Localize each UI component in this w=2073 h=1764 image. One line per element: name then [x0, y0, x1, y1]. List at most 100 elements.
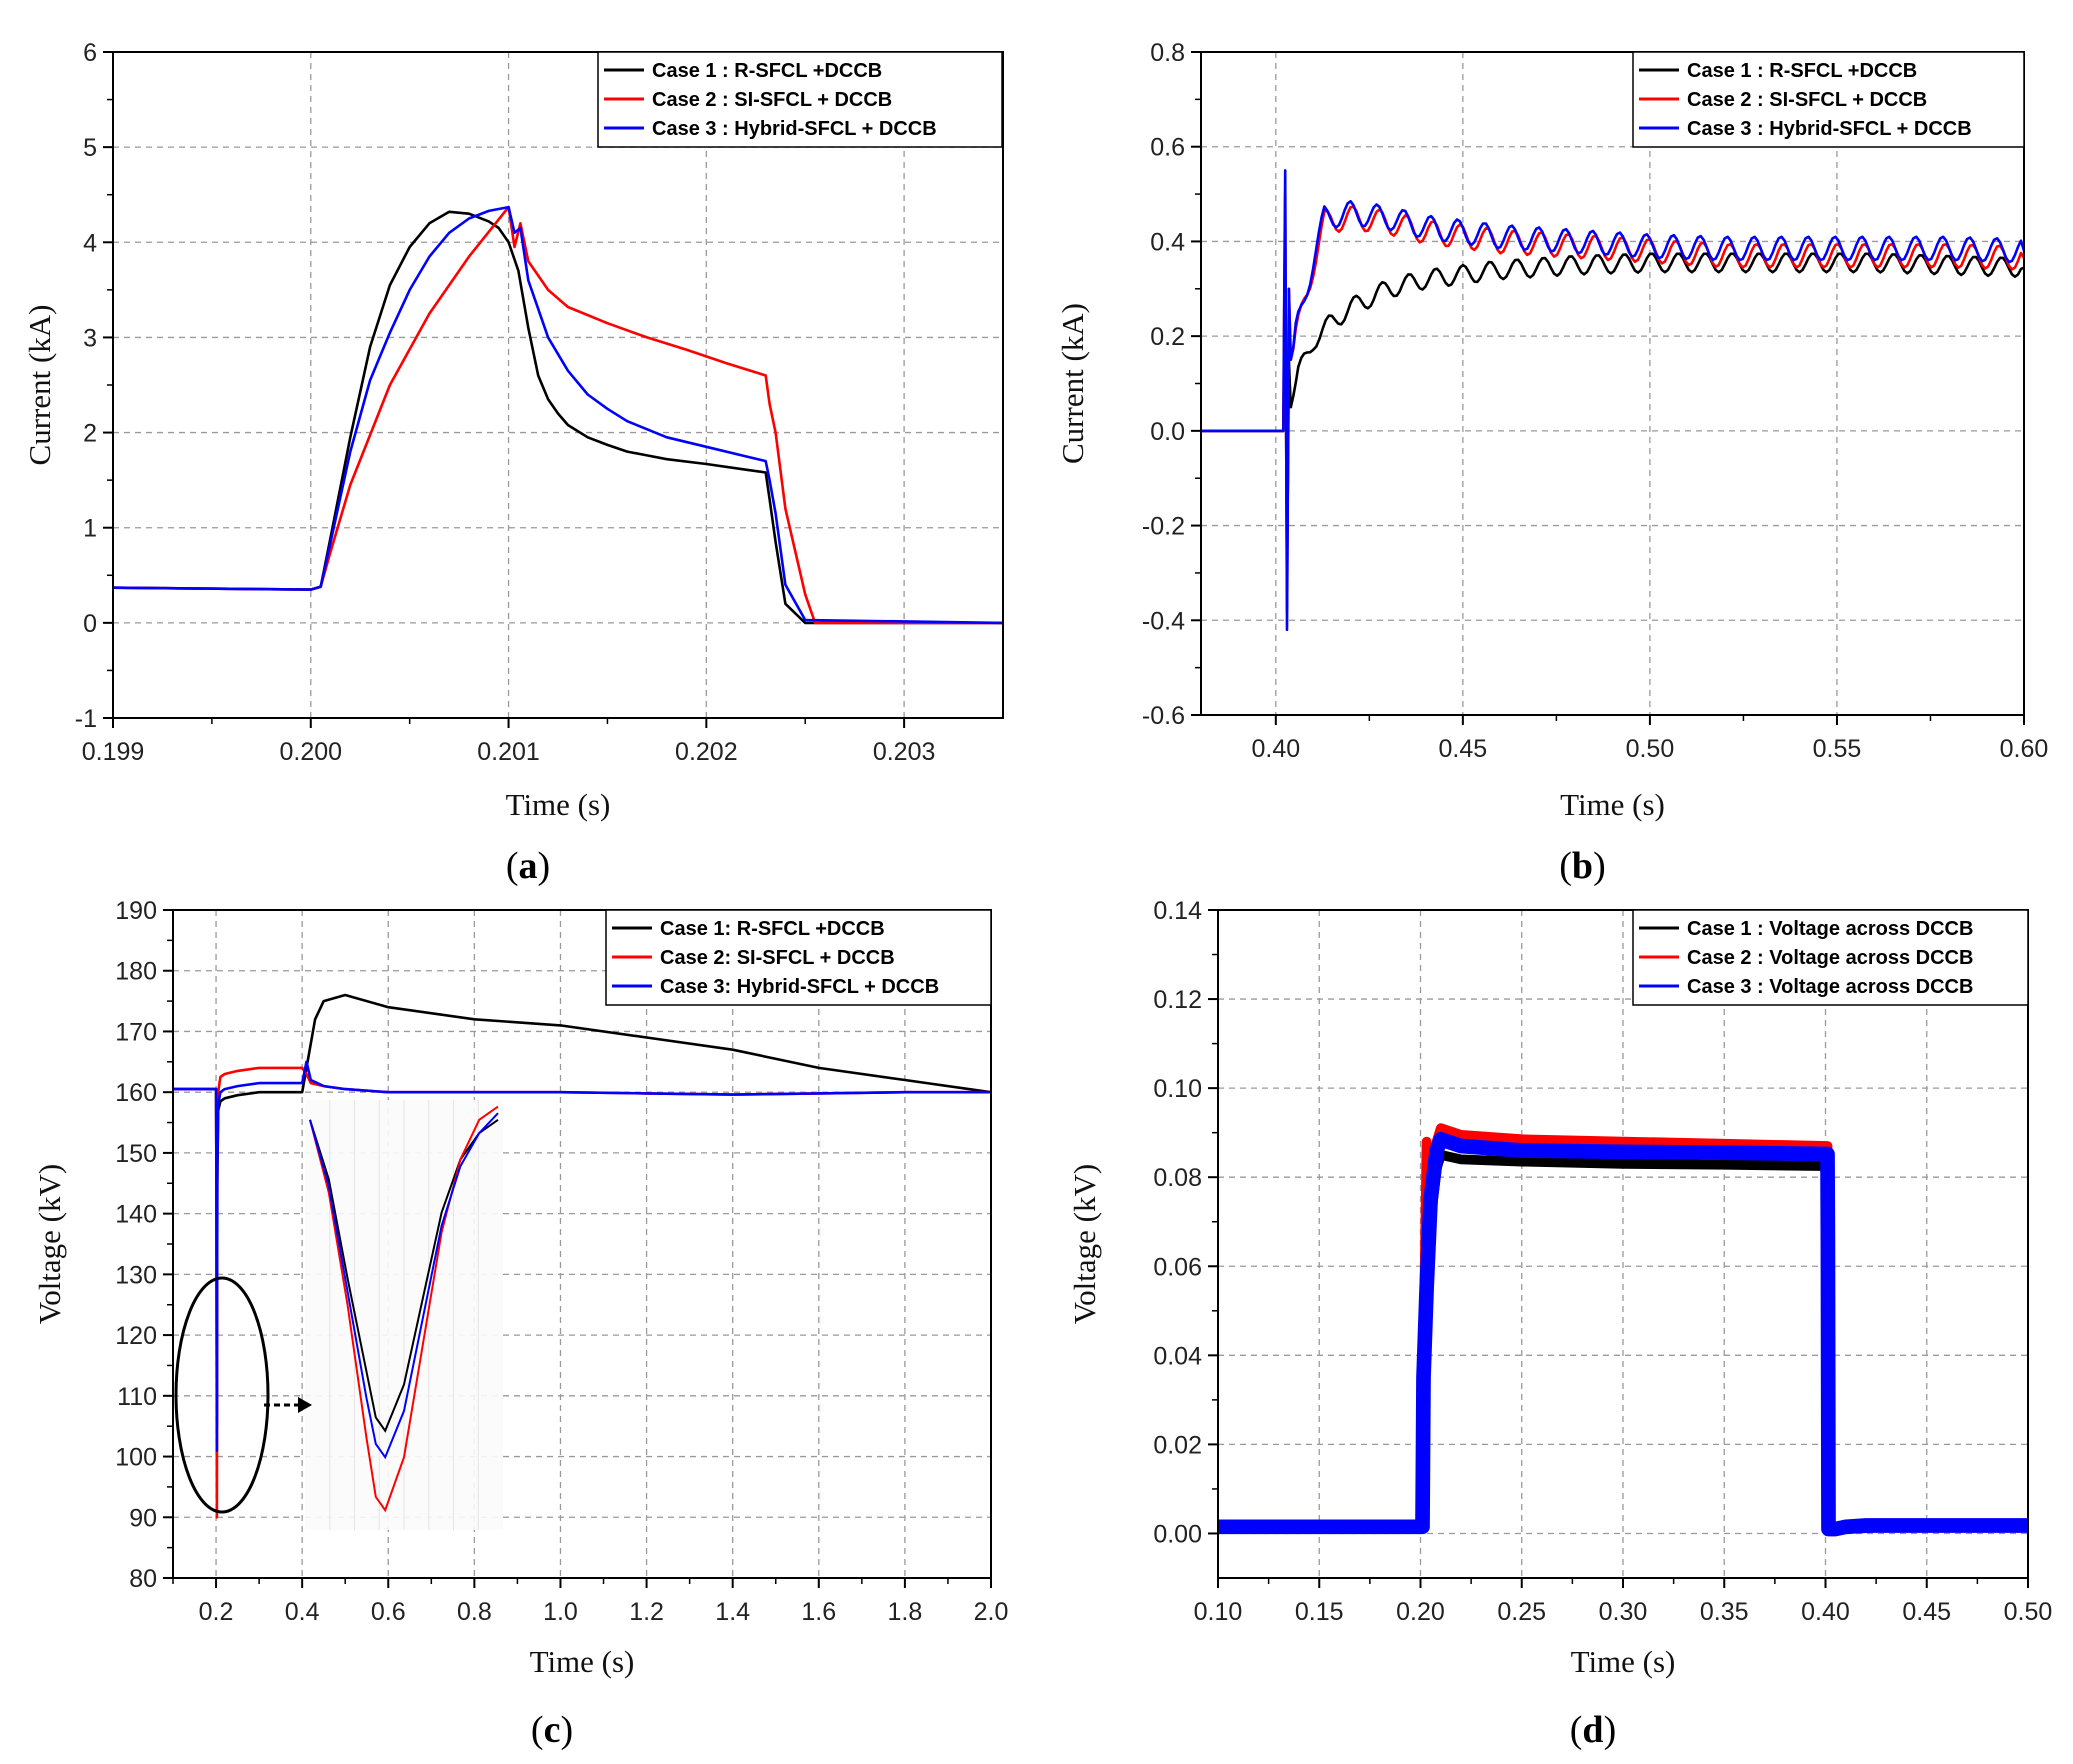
legend-label: Case 2 : SI-SFCL + DCCB: [1687, 89, 1927, 111]
x-axis-title: Time (s): [1571, 1644, 1676, 1679]
legend-label: Case 3: Hybrid-SFCL + DCCB: [660, 976, 939, 998]
y-tick-label: -0.4: [1142, 607, 1185, 635]
zoom-ellipse: [174, 1276, 270, 1514]
y-tick-label: 0.6: [1150, 134, 1185, 162]
x-tick-label: 0.2: [199, 1598, 234, 1626]
x-tick-label: 1.6: [801, 1598, 836, 1626]
y-tick-label: 100: [115, 1444, 157, 1472]
y-tick-label: 4: [83, 229, 97, 257]
series-group: [1218, 1123, 2028, 1537]
panel-caption-letter: c: [544, 1709, 561, 1751]
x-tick-label: 0.202: [675, 738, 738, 766]
y-tick-label: 90: [129, 1504, 157, 1532]
y-tick-label: 0.8: [1150, 39, 1185, 67]
panel-caption-letter: d: [1582, 1709, 1603, 1751]
legend-label: Case 2 : Voltage across DCCB: [1687, 947, 1973, 969]
inset-series-line-2: [309, 1105, 499, 1513]
legend-label: Case 3 : Hybrid-SFCL + DCCB: [1687, 118, 1972, 140]
x-tick-label: 1.8: [888, 1598, 923, 1626]
x-tick-label: 0.203: [873, 738, 936, 766]
legend-box: [1632, 909, 2029, 1006]
y-axis-title: Voltage (kV): [32, 1164, 67, 1324]
y-tick-label: 0.04: [1153, 1342, 1202, 1370]
x-tick-label: 0.199: [82, 738, 145, 766]
x-tick-label: 0.40: [1801, 1598, 1850, 1626]
legend: Case 1 : Voltage across DCCB Case 2 : Vol…: [1632, 909, 2029, 1006]
y-tick-label: 120: [115, 1322, 157, 1350]
legend-label: Case 1 : Voltage across DCCB: [1687, 918, 1973, 940]
axis-ticks: 0.40 0.45 0.50 0.55 0.60 -0.6 -0.4 -0.2 0.0 0.2 0.…: [1142, 39, 2048, 763]
legend-label: Case 3 : Voltage across DCCB: [1687, 976, 1973, 998]
x-tick-label: 1.4: [715, 1598, 750, 1626]
x-tick-label: 0.15: [1295, 1598, 1344, 1626]
x-tick-label: 0.200: [279, 738, 342, 766]
legend: Case 1: R-SFCL +DCCB Case 2: SI-SFCL + DC…: [605, 909, 992, 1006]
y-tick-label: 170: [115, 1018, 157, 1046]
y-tick-label: 140: [115, 1201, 157, 1229]
chart-panel-c: 0.2 0.4 0.6 0.8 1.0 1.2 1.4 1.6 1.8 2.0 80 90 100 110…: [32, 897, 1008, 1751]
y-tick-label: 0.06: [1153, 1253, 1202, 1281]
x-tick-label: 0.50: [1626, 735, 1675, 763]
x-tick-label: 0.40: [1251, 735, 1300, 763]
legend-label: Case 2 : SI-SFCL + DCCB: [652, 89, 892, 111]
axis-ticks: 0.10 0.15 0.20 0.25 0.30 0.35 0.40 0.45 0.50 0.00…: [1153, 897, 2052, 1626]
zoom-arrow-head: [298, 1397, 312, 1413]
series-line-3: [173, 1060, 991, 1452]
x-tick-label: 0.4: [285, 1598, 320, 1626]
panel-caption-letter: b: [1572, 845, 1593, 887]
legend-label: Case 1: R-SFCL +DCCB: [660, 918, 885, 940]
y-tick-label: 80: [129, 1565, 157, 1593]
series-group: [173, 993, 991, 1519]
x-tick-label: 0.45: [1902, 1598, 1951, 1626]
x-tick-label: 0.20: [1396, 1598, 1445, 1626]
chart-panel-b: 0.40 0.45 0.50 0.55 0.60 -0.6 -0.4 -0.2 0.0 0.2 0.…: [1055, 39, 2048, 887]
legend: Case 1 : R-SFCL +DCCB Case 2 : SI-SFCL + …: [1632, 51, 2025, 148]
axis-ticks: 0.2 0.4 0.6 0.8 1.0 1.2 1.4 1.6 1.8 2.0 80 90 100 110…: [115, 897, 1008, 1626]
panel-caption: (b): [1559, 845, 1605, 887]
legend: Case 1 : R-SFCL +DCCB Case 2 : SI-SFCL + …: [597, 51, 1003, 148]
x-axis-title: Time (s): [530, 1644, 635, 1679]
x-tick-label: 0.35: [1700, 1598, 1749, 1626]
panel-caption-letter: a: [519, 845, 538, 887]
y-tick-label: 6: [83, 39, 97, 67]
axis-ticks: 0.199 0.200 0.201 0.202 0.203 -1 0 1 2 3 4 5 6: [75, 39, 936, 766]
y-tick-label: 160: [115, 1079, 157, 1107]
y-tick-label: 0.10: [1153, 1075, 1202, 1103]
y-tick-label: 3: [83, 324, 97, 352]
y-tick-label: 0: [83, 610, 97, 638]
x-tick-label: 0.30: [1599, 1598, 1648, 1626]
y-tick-label: -1: [75, 705, 97, 733]
x-tick-label: 0.45: [1439, 735, 1488, 763]
y-tick-label: -0.2: [1142, 513, 1185, 541]
x-tick-label: 0.8: [457, 1598, 492, 1626]
legend-label: Case 3 : Hybrid-SFCL + DCCB: [652, 118, 937, 140]
panel-caption: (d): [1570, 1709, 1616, 1751]
x-tick-label: 0.60: [2000, 735, 2049, 763]
series-line-1: [1201, 252, 2024, 575]
y-tick-label: -0.6: [1142, 702, 1185, 730]
legend-label: Case 2: SI-SFCL + DCCB: [660, 947, 895, 969]
legend-box: [1632, 51, 2025, 148]
y-tick-label: 0.0: [1150, 418, 1185, 446]
inset-series-line-3: [309, 1112, 499, 1460]
chart-panel-d: 0.10 0.15 0.20 0.25 0.30 0.35 0.40 0.45 0.50 0.00…: [1067, 897, 2052, 1751]
x-tick-label: 1.0: [543, 1598, 578, 1626]
panel-caption: (c): [531, 1709, 573, 1751]
series-group: [1201, 169, 2024, 632]
x-tick-label: 0.201: [477, 738, 540, 766]
y-tick-label: 0.02: [1153, 1431, 1202, 1459]
series-line-1: [113, 210, 1003, 625]
y-tick-label: 1: [83, 515, 97, 543]
series-line-3: [113, 205, 1003, 625]
plot-area: [1201, 52, 2024, 715]
legend-label: Case 1 : R-SFCL +DCCB: [1687, 60, 1917, 82]
y-axis-title: Current (kA): [1055, 303, 1090, 464]
y-tick-label: 0.08: [1153, 1164, 1202, 1192]
legend-label: Case 1 : R-SFCL +DCCB: [652, 60, 882, 82]
x-axis-title: Time (s): [1560, 787, 1665, 822]
series-line-2: [113, 205, 1003, 625]
x-tick-label: 0.6: [371, 1598, 406, 1626]
legend-box: [597, 51, 1003, 148]
x-tick-label: 0.50: [2004, 1598, 2053, 1626]
